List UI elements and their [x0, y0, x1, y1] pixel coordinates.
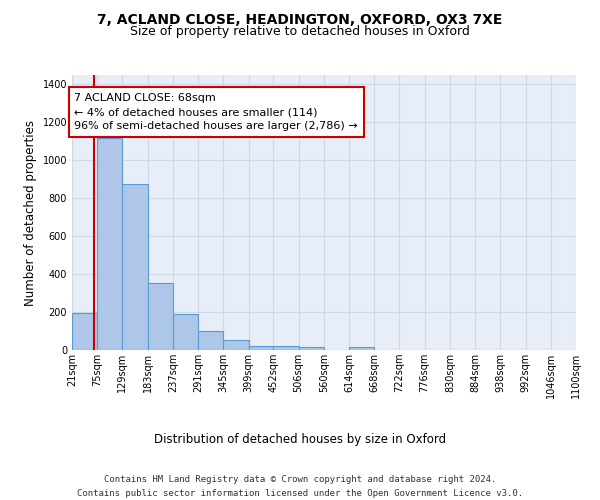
Bar [72, 312, 97, 350]
Bar [349, 347, 374, 350]
Text: Contains HM Land Registry data © Crown copyright and database right 2024.
Contai: Contains HM Land Registry data © Crown c… [77, 476, 523, 498]
Bar [148, 283, 173, 350]
Bar [173, 314, 198, 350]
Bar [97, 138, 122, 350]
Text: 7, ACLAND CLOSE, HEADINGTON, OXFORD, OX3 7XE: 7, ACLAND CLOSE, HEADINGTON, OXFORD, OX3… [97, 12, 503, 26]
Bar [122, 184, 148, 350]
Bar [274, 346, 299, 350]
Bar [248, 346, 274, 350]
Y-axis label: Number of detached properties: Number of detached properties [24, 120, 37, 306]
Text: 7 ACLAND CLOSE: 68sqm
← 4% of detached houses are smaller (114)
96% of semi-deta: 7 ACLAND CLOSE: 68sqm ← 4% of detached h… [74, 93, 358, 131]
Bar [299, 346, 324, 350]
Bar [223, 340, 248, 350]
Text: Distribution of detached houses by size in Oxford: Distribution of detached houses by size … [154, 432, 446, 446]
Bar [198, 331, 223, 350]
Text: Size of property relative to detached houses in Oxford: Size of property relative to detached ho… [130, 25, 470, 38]
